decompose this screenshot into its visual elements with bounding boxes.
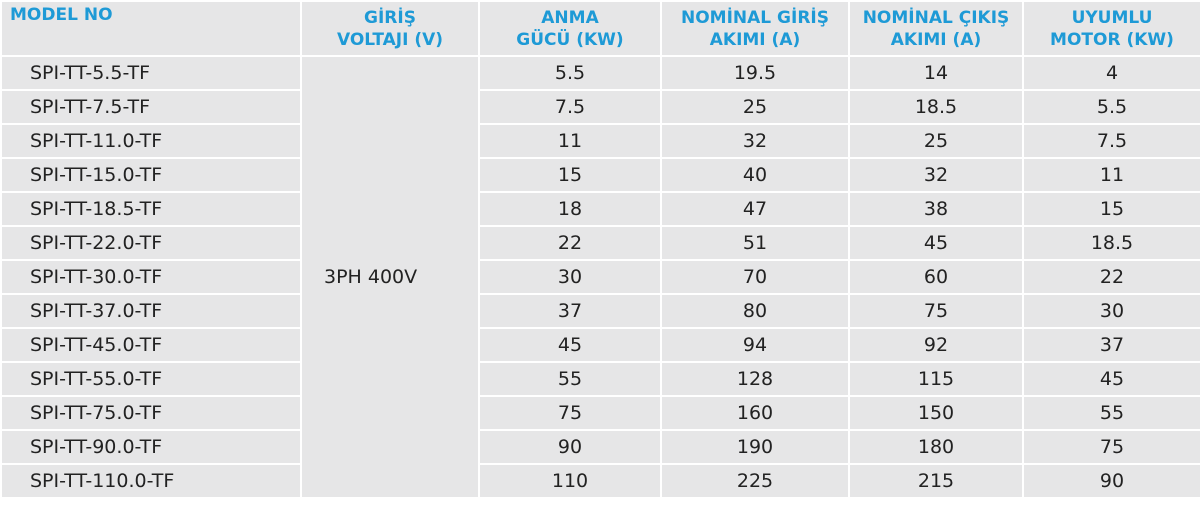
value-cell: 7.5 xyxy=(1022,123,1200,159)
model-cell: SPI-TT-22.0-TF xyxy=(0,225,302,261)
column-header: NOMİNAL ÇIKIŞ AKIMI (A) xyxy=(848,0,1024,57)
value-cell: 45 xyxy=(848,225,1024,261)
value-cell: 32 xyxy=(848,157,1024,193)
model-cell: SPI-TT-15.0-TF xyxy=(0,157,302,193)
value-cell: 7.5 xyxy=(478,89,662,125)
table-body: SPI-TT-5.5-TF 3PH 400V 5.5 19.5 14 4 SPI-TT-7.… xyxy=(0,55,1200,499)
value-cell: 45 xyxy=(1022,361,1200,397)
value-cell: 75 xyxy=(1022,429,1200,465)
value-cell: 5.5 xyxy=(1022,89,1200,125)
table-row: SPI-TT-110.0-TF 110 225 215 90 xyxy=(0,463,1200,499)
model-cell: SPI-TT-90.0-TF xyxy=(0,429,302,465)
value-cell: 19.5 xyxy=(660,55,850,91)
value-cell: 25 xyxy=(848,123,1024,159)
column-header: UYUMLU MOTOR (KW) xyxy=(1022,0,1200,57)
value-cell: 32 xyxy=(660,123,850,159)
spec-table: MODEL NO GİRİŞ VOLTAJI (V) ANMA GÜCÜ (KW) N… xyxy=(0,0,1200,499)
value-cell: 75 xyxy=(848,293,1024,329)
model-cell: SPI-TT-37.0-TF xyxy=(0,293,302,329)
table-row: SPI-TT-90.0-TF 90 190 180 75 xyxy=(0,429,1200,465)
column-header: MODEL NO xyxy=(0,0,302,57)
value-cell: 94 xyxy=(660,327,850,363)
value-cell: 15 xyxy=(1022,191,1200,227)
table-row: SPI-TT-22.0-TF 22 51 45 18.5 xyxy=(0,225,1200,261)
value-cell: 160 xyxy=(660,395,850,431)
value-cell: 55 xyxy=(478,361,662,397)
value-cell: 11 xyxy=(1022,157,1200,193)
value-cell: 11 xyxy=(478,123,662,159)
model-cell: SPI-TT-45.0-TF xyxy=(0,327,302,363)
value-cell: 22 xyxy=(478,225,662,261)
value-cell: 80 xyxy=(660,293,850,329)
model-cell: SPI-TT-110.0-TF xyxy=(0,463,302,499)
value-cell: 60 xyxy=(848,259,1024,295)
value-cell: 38 xyxy=(848,191,1024,227)
model-cell: SPI-TT-75.0-TF xyxy=(0,395,302,431)
table-row: SPI-TT-45.0-TF 45 94 92 37 xyxy=(0,327,1200,363)
table-row: SPI-TT-75.0-TF 75 160 150 55 xyxy=(0,395,1200,431)
value-cell: 4 xyxy=(1022,55,1200,91)
value-cell: 37 xyxy=(1022,327,1200,363)
value-cell: 15 xyxy=(478,157,662,193)
value-cell: 90 xyxy=(478,429,662,465)
model-cell: SPI-TT-18.5-TF xyxy=(0,191,302,227)
column-header: NOMİNAL GİRİŞ AKIMI (A) xyxy=(660,0,850,57)
model-cell: SPI-TT-55.0-TF xyxy=(0,361,302,397)
value-cell: 115 xyxy=(848,361,1024,397)
value-cell: 55 xyxy=(1022,395,1200,431)
value-cell: 47 xyxy=(660,191,850,227)
value-cell: 150 xyxy=(848,395,1024,431)
model-cell: SPI-TT-7.5-TF xyxy=(0,89,302,125)
value-cell: 14 xyxy=(848,55,1024,91)
table-row: SPI-TT-30.0-TF 30 70 60 22 xyxy=(0,259,1200,295)
value-cell: 22 xyxy=(1022,259,1200,295)
model-cell: SPI-TT-30.0-TF xyxy=(0,259,302,295)
column-header: ANMA GÜCÜ (KW) xyxy=(478,0,662,57)
value-cell: 30 xyxy=(478,259,662,295)
value-cell: 45 xyxy=(478,327,662,363)
value-cell: 18 xyxy=(478,191,662,227)
table-row: SPI-TT-18.5-TF 18 47 38 15 xyxy=(0,191,1200,227)
model-cell: SPI-TT-5.5-TF xyxy=(0,55,302,91)
header-row: MODEL NO GİRİŞ VOLTAJI (V) ANMA GÜCÜ (KW) N… xyxy=(0,0,1200,57)
value-cell: 25 xyxy=(660,89,850,125)
table-row: SPI-TT-7.5-TF 7.5 25 18.5 5.5 xyxy=(0,89,1200,125)
voltage-cell: 3PH 400V xyxy=(300,55,480,499)
value-cell: 70 xyxy=(660,259,850,295)
value-cell: 37 xyxy=(478,293,662,329)
value-cell: 110 xyxy=(478,463,662,499)
value-cell: 215 xyxy=(848,463,1024,499)
value-cell: 75 xyxy=(478,395,662,431)
value-cell: 190 xyxy=(660,429,850,465)
value-cell: 92 xyxy=(848,327,1024,363)
value-cell: 40 xyxy=(660,157,850,193)
value-cell: 18.5 xyxy=(1022,225,1200,261)
table-row: SPI-TT-37.0-TF 37 80 75 30 xyxy=(0,293,1200,329)
value-cell: 225 xyxy=(660,463,850,499)
value-cell: 90 xyxy=(1022,463,1200,499)
value-cell: 5.5 xyxy=(478,55,662,91)
table-row: SPI-TT-15.0-TF 15 40 32 11 xyxy=(0,157,1200,193)
table-row: SPI-TT-55.0-TF 55 128 115 45 xyxy=(0,361,1200,397)
value-cell: 51 xyxy=(660,225,850,261)
table-row: SPI-TT-5.5-TF 3PH 400V 5.5 19.5 14 4 xyxy=(0,55,1200,499)
column-header: GİRİŞ VOLTAJI (V) xyxy=(300,0,480,57)
model-cell: SPI-TT-11.0-TF xyxy=(0,123,302,159)
value-cell: 18.5 xyxy=(848,89,1024,125)
value-cell: 30 xyxy=(1022,293,1200,329)
value-cell: 128 xyxy=(660,361,850,397)
value-cell: 180 xyxy=(848,429,1024,465)
table-row: SPI-TT-11.0-TF 11 32 25 7.5 xyxy=(0,123,1200,159)
